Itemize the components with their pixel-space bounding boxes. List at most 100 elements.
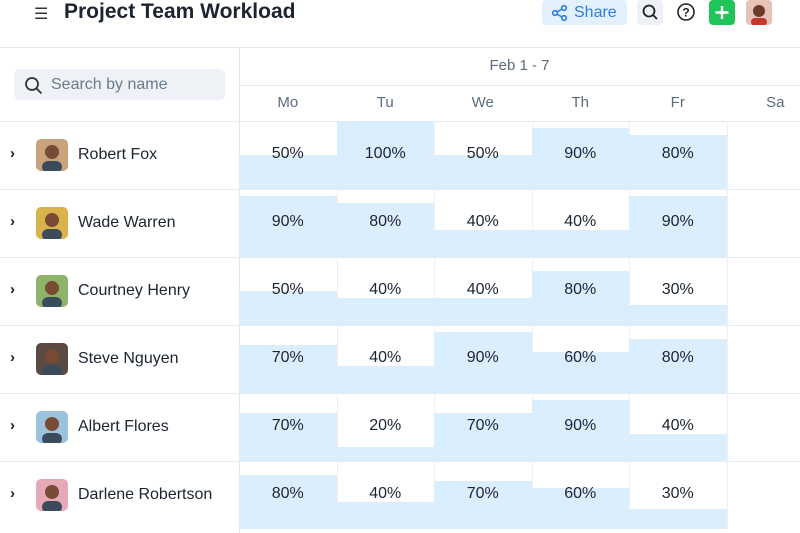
workload-label: 50% bbox=[271, 145, 304, 162]
page-title: Project Team Workload bbox=[64, 0, 296, 23]
workload-cell[interactable]: 40% bbox=[336, 325, 435, 393]
workload-label: 70% bbox=[271, 349, 304, 366]
search-input[interactable]: Search by name bbox=[14, 69, 225, 100]
workload-cell[interactable]: 100% bbox=[336, 121, 435, 189]
workload-fill bbox=[336, 297, 434, 325]
person-avatar bbox=[36, 343, 68, 375]
workload-fill bbox=[434, 297, 532, 325]
week-label: Feb 1 - 7 bbox=[239, 47, 800, 86]
people-column bbox=[0, 47, 240, 533]
day-header: We bbox=[471, 94, 494, 111]
avatar-image bbox=[42, 213, 62, 239]
workload-label: 40% bbox=[661, 417, 694, 434]
avatar-image bbox=[42, 281, 62, 307]
workload-cell[interactable]: 30% bbox=[629, 461, 728, 529]
workload-cell[interactable]: 80% bbox=[531, 257, 630, 325]
workload-cell[interactable]: 60% bbox=[531, 461, 630, 529]
workload-cell[interactable]: 70% bbox=[434, 393, 533, 461]
workload-cell[interactable]: 70% bbox=[434, 461, 533, 529]
workload-cell[interactable]: 80% bbox=[336, 189, 435, 257]
workload-cell[interactable]: 40% bbox=[531, 189, 630, 257]
workload-cell[interactable]: 80% bbox=[629, 325, 728, 393]
workload-cell[interactable]: 40% bbox=[336, 257, 435, 325]
expand-chevron[interactable]: › bbox=[10, 485, 15, 502]
help-button[interactable]: ? bbox=[673, 0, 699, 25]
person-name: Darlene Robertson bbox=[78, 486, 213, 503]
workload-cell[interactable]: 80% bbox=[629, 121, 728, 189]
user-avatar[interactable] bbox=[746, 0, 772, 25]
search-icon bbox=[25, 77, 43, 95]
workload-fill bbox=[531, 270, 629, 325]
workload-fill bbox=[434, 155, 532, 189]
workload-cell[interactable]: 40% bbox=[629, 393, 728, 461]
person-avatar bbox=[36, 139, 68, 171]
workload-cell[interactable]: 50% bbox=[239, 257, 338, 325]
workload-cell[interactable]: 90% bbox=[239, 189, 338, 257]
workload-cell[interactable]: 90% bbox=[434, 325, 533, 393]
share-button[interactable]: Share bbox=[542, 0, 627, 25]
expand-chevron[interactable]: › bbox=[10, 281, 15, 298]
workload-label: 80% bbox=[271, 485, 304, 502]
workload-cell[interactable]: 70% bbox=[239, 325, 338, 393]
workload-cell[interactable]: 40% bbox=[336, 461, 435, 529]
person-name: Albert Flores bbox=[78, 418, 169, 435]
workload-fill bbox=[531, 229, 629, 257]
workload-label: 40% bbox=[466, 281, 499, 298]
workload-label: 40% bbox=[369, 349, 402, 366]
workload-fill bbox=[336, 202, 434, 257]
workload-fill bbox=[434, 481, 532, 529]
workload-cell[interactable]: 50% bbox=[434, 121, 533, 189]
workload-fill bbox=[531, 352, 629, 393]
workload-label: 90% bbox=[466, 349, 499, 366]
workload-fill bbox=[336, 501, 434, 529]
workload-label: 90% bbox=[271, 213, 304, 230]
workload-cell[interactable]: 20% bbox=[336, 393, 435, 461]
workload-cell[interactable]: 30% bbox=[629, 257, 728, 325]
workload-label: 80% bbox=[661, 349, 694, 366]
workload-label: 70% bbox=[466, 417, 499, 434]
workload-cell[interactable]: 80% bbox=[239, 461, 338, 529]
expand-chevron[interactable]: › bbox=[10, 145, 15, 162]
expand-chevron[interactable]: › bbox=[10, 417, 15, 434]
add-button[interactable] bbox=[709, 0, 735, 25]
workload-fill bbox=[239, 195, 337, 257]
avatar-image bbox=[42, 349, 62, 375]
workload-label: 50% bbox=[466, 145, 499, 162]
workload-fill bbox=[239, 291, 337, 325]
workload-fill bbox=[239, 474, 337, 529]
expand-chevron[interactable]: › bbox=[10, 349, 15, 366]
avatar-image bbox=[751, 5, 767, 25]
day-header: Fr bbox=[670, 94, 685, 111]
workload-label: 40% bbox=[369, 281, 402, 298]
workload-cell[interactable]: 40% bbox=[434, 257, 533, 325]
workload-fill bbox=[629, 195, 727, 257]
workload-label: 80% bbox=[369, 213, 402, 230]
person-avatar bbox=[36, 275, 68, 307]
workload-fill bbox=[239, 345, 337, 393]
workload-cell[interactable]: 50% bbox=[239, 121, 338, 189]
workload-cell[interactable]: 90% bbox=[531, 393, 630, 461]
workload-cell[interactable]: 90% bbox=[531, 121, 630, 189]
search-button[interactable] bbox=[637, 0, 663, 25]
workload-fill bbox=[629, 134, 727, 189]
workload-label: 40% bbox=[564, 213, 597, 230]
workload-cell[interactable]: 40% bbox=[434, 189, 533, 257]
day-header: Mo bbox=[277, 94, 299, 111]
person-avatar bbox=[36, 411, 68, 443]
day-header: Th bbox=[571, 94, 589, 111]
menu-button[interactable]: ☰ bbox=[34, 6, 49, 23]
workload-fill bbox=[434, 331, 532, 393]
workload-label: 90% bbox=[564, 145, 597, 162]
workload-cell[interactable]: 70% bbox=[239, 393, 338, 461]
workload-fill bbox=[629, 433, 727, 461]
expand-chevron[interactable]: › bbox=[10, 213, 15, 230]
workload-cell[interactable]: 60% bbox=[531, 325, 630, 393]
workload-fill bbox=[629, 338, 727, 393]
workload-cell[interactable]: 90% bbox=[629, 189, 728, 257]
person-name: Robert Fox bbox=[78, 146, 158, 163]
workload-fill bbox=[434, 413, 532, 461]
workload-fill bbox=[336, 365, 434, 393]
workload-fill bbox=[336, 447, 434, 461]
avatar-image bbox=[42, 417, 62, 443]
search-icon bbox=[642, 4, 658, 20]
